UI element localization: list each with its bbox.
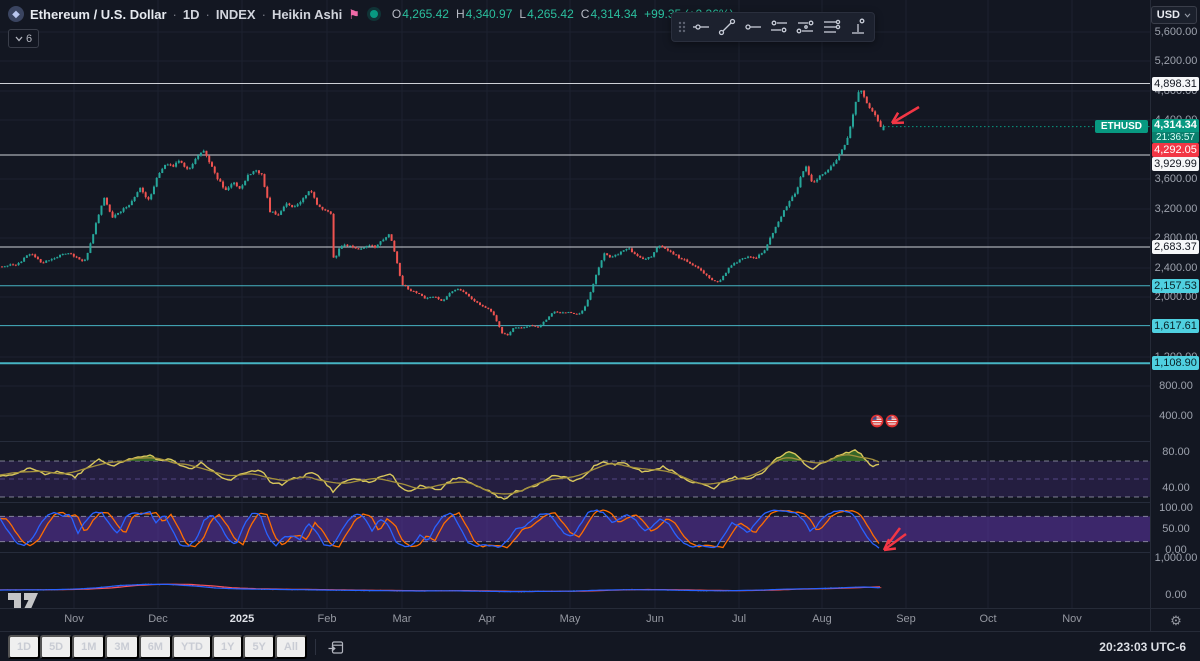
price-tick-label: 0.00 — [1165, 544, 1187, 556]
price-axis[interactable]: USD 5,600.005,200.004,800.004,400.003,60… — [1150, 0, 1200, 608]
drag-handle-icon[interactable] — [676, 19, 688, 35]
price-tick-label: 3,600.00 — [1154, 173, 1198, 185]
interval-value[interactable]: 1D — [182, 6, 200, 22]
price-level-label: 4,292.05 — [1152, 143, 1199, 157]
symbol-header: ◆ Ethereum / U.S. Dollar · 1D · INDEX · … — [8, 6, 734, 22]
range-button-ytd[interactable]: YTD — [171, 635, 212, 659]
range-button-5d[interactable]: 5D — [40, 635, 73, 659]
trend-line-tool[interactable] — [714, 15, 740, 39]
gear-icon[interactable]: ⚙ — [1170, 612, 1182, 628]
last-price-value: 4,314.34 — [1152, 119, 1199, 132]
separator-dot: · — [172, 6, 177, 22]
trend-line-icon — [718, 18, 736, 36]
time-axis-label: Aug — [812, 613, 832, 625]
floating-drawing-toolbar[interactable] — [671, 12, 875, 42]
price-level-label: 2,683.37 — [1152, 240, 1199, 254]
time-axis-label: Dec — [148, 613, 168, 625]
price-tick-label: 5,200.00 — [1154, 55, 1198, 67]
time-axis-label: Feb — [317, 613, 337, 625]
price-tick-label: 80.00 — [1162, 446, 1190, 458]
last-price-label: 4,314.34 21:36:57 — [1152, 119, 1199, 143]
collapse-count: 6 — [26, 32, 33, 45]
horizontal-line-tool[interactable] — [688, 15, 714, 39]
price-tick-label: 100.00 — [1159, 502, 1193, 514]
go-to-date-button[interactable] — [324, 636, 348, 658]
separator-dot: · — [261, 6, 266, 22]
fib-retracement-icon — [824, 19, 841, 33]
indicators-collapse-button[interactable]: 6 — [8, 29, 40, 48]
price-tick-label: 50.00 — [1162, 523, 1190, 535]
vertical-line-icon — [852, 18, 865, 34]
bottom-toolbar: 1D 5D 1M 3M 6M YTD 1Y 5Y All 20:23:03 UTC-6 — [0, 631, 1200, 661]
horizontal-ray-tool[interactable] — [740, 15, 766, 39]
price-tick-label: 5,600.00 — [1154, 26, 1198, 38]
time-axis-label: Nov — [64, 613, 84, 625]
range-button-1y[interactable]: 1Y — [211, 635, 244, 659]
disjoint-channel-tool[interactable] — [792, 15, 818, 39]
disjoint-channel-icon — [796, 20, 814, 34]
price-level-label: 4,898.31 — [1152, 77, 1199, 91]
price-tick-label: 2,000.00 — [1154, 291, 1198, 303]
time-axis-label: Nov — [1062, 613, 1082, 625]
tradingview-logo — [8, 593, 38, 608]
range-button-1m[interactable]: 1M — [72, 635, 106, 659]
chevron-down-icon — [1184, 12, 1191, 18]
chart-style-label: Heikin Ashi — [271, 6, 343, 22]
time-axis-label: 2025 — [229, 613, 255, 625]
range-button-all[interactable]: All — [274, 635, 307, 659]
time-axis-label: Sep — [896, 613, 916, 625]
price-tick-label: 0.00 — [1165, 589, 1187, 601]
toolbar-divider — [314, 639, 316, 655]
chart-pane-area[interactable]: ◆ Ethereum / U.S. Dollar · 1D · INDEX · … — [0, 0, 1150, 608]
time-axis[interactable]: Nov Dec 2025 Feb Mar Apr May Jun Jul Aug Sep Oct Nov… — [0, 608, 1200, 632]
time-axis-label: Jun — [646, 613, 664, 625]
time-axis-label: Apr — [478, 613, 496, 625]
price-tick-label: 40.00 — [1162, 482, 1190, 494]
time-axis-label: Mar — [392, 613, 412, 625]
price-chart-canvas — [0, 0, 1150, 608]
range-button-6m[interactable]: 6M — [138, 635, 172, 659]
price-tick-label: 3,200.00 — [1154, 203, 1198, 215]
horizontal-line-icon — [693, 24, 709, 30]
ethereum-icon: ◆ — [8, 6, 24, 22]
currency-toggle-button[interactable]: USD — [1150, 6, 1197, 24]
time-axis-label: May — [559, 613, 581, 625]
exchange-label: INDEX — [215, 6, 256, 22]
price-level-label: 3,929.99 — [1152, 157, 1199, 171]
us-flag-event-icon[interactable] — [870, 414, 884, 428]
parallel-channel-icon — [771, 20, 787, 33]
price-level-label: 2,157.53 — [1152, 279, 1199, 293]
time-axis-label: Oct — [979, 613, 997, 625]
us-flag-event-icon[interactable] — [885, 414, 899, 428]
time-axis-label: Jul — [731, 613, 747, 625]
symbol-axis-tag: ETHUSD — [1094, 120, 1148, 133]
price-level-label: 1,617.61 — [1152, 319, 1199, 333]
flagged-symbol-icon[interactable]: ⚑ — [348, 6, 360, 22]
clock-timezone-button[interactable]: 20:23:03 UTC-6 — [1099, 640, 1186, 654]
range-button-1d[interactable]: 1D — [8, 635, 41, 659]
separator-dot: · — [205, 6, 210, 22]
vertical-line-tool[interactable] — [844, 15, 870, 39]
fib-retracement-tool[interactable] — [818, 15, 844, 39]
range-button-3m[interactable]: 3M — [105, 635, 139, 659]
range-button-5y[interactable]: 5Y — [243, 635, 275, 659]
date-range-buttons: 1D 5D 1M 3M 6M YTD 1Y 5Y All — [0, 635, 307, 659]
symbol-title[interactable]: Ethereum / U.S. Dollar — [30, 6, 167, 22]
time-axis-settings[interactable]: ⚙ — [1150, 609, 1200, 632]
chevron-down-icon — [15, 36, 23, 41]
price-tick-label: 1,000.00 — [1154, 552, 1198, 564]
parallel-channel-tool[interactable] — [766, 15, 792, 39]
price-tick-label: 2,400.00 — [1154, 262, 1198, 274]
horizontal-ray-icon — [745, 24, 761, 30]
price-tick-label: 400.00 — [1159, 410, 1193, 422]
calendar-icon — [328, 641, 344, 654]
price-level-label: 1,108.90 — [1152, 356, 1199, 370]
bar-countdown: 21:36:57 — [1152, 132, 1199, 143]
price-tick-label: 800.00 — [1159, 380, 1193, 392]
market-status-icon[interactable] — [369, 10, 378, 18]
